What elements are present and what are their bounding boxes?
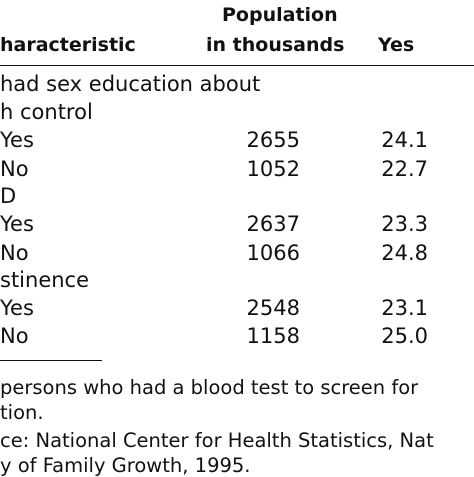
header-divider xyxy=(0,65,474,66)
header-population-line2: in thousands xyxy=(206,34,345,56)
header-population-line1: Population xyxy=(222,4,338,26)
row-label: Yes xyxy=(0,296,34,320)
row-label: No xyxy=(0,324,29,348)
population-cell: 2655 xyxy=(246,128,300,152)
row-label: had sex education about xyxy=(0,72,261,96)
row-label: Yes xyxy=(0,212,34,236)
population-cell: 2637 xyxy=(246,212,300,236)
source-line: y of Family Growth, 1995. xyxy=(0,454,251,477)
yes-cell: 23.1 xyxy=(381,296,428,320)
population-cell: 1066 xyxy=(246,241,300,265)
source-line: ce: National Center for Health Statistic… xyxy=(0,429,434,452)
population-cell: 1158 xyxy=(246,324,300,348)
header-characteristic: haracteristic xyxy=(0,34,136,56)
header-yes: Yes xyxy=(378,34,415,56)
row-label: D xyxy=(0,184,17,208)
row-label: h control xyxy=(0,100,93,124)
population-cell: 1052 xyxy=(246,157,300,181)
yes-cell: 23.3 xyxy=(381,212,428,236)
row-label: No xyxy=(0,157,29,181)
row-label: stinence xyxy=(0,268,90,292)
footnote-line: tion. xyxy=(0,401,44,424)
yes-cell: 22.7 xyxy=(381,157,428,181)
row-label: Yes xyxy=(0,128,34,152)
footnote-rule xyxy=(0,360,102,361)
row-label: No xyxy=(0,241,29,265)
yes-cell: 25.0 xyxy=(381,324,428,348)
yes-cell: 24.1 xyxy=(381,128,428,152)
footnote-line: persons who had a blood test to screen f… xyxy=(0,376,419,399)
population-cell: 2548 xyxy=(246,296,300,320)
yes-cell: 24.8 xyxy=(381,241,428,265)
